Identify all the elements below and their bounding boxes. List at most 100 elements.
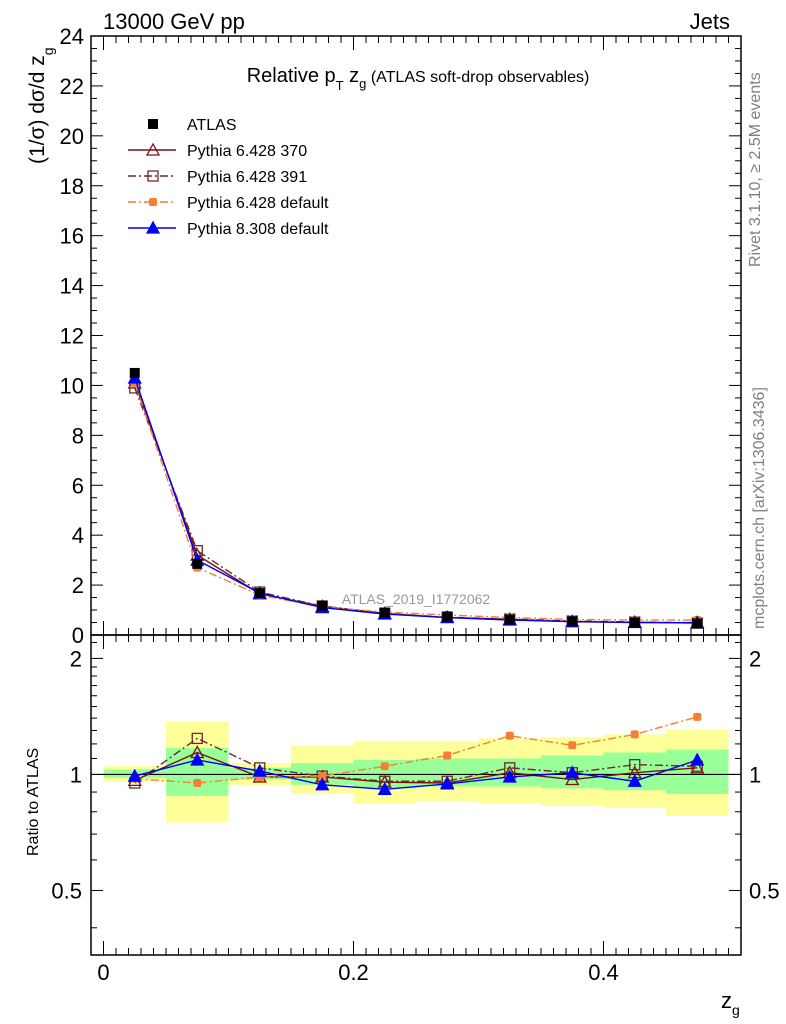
- process-label: Jets: [690, 9, 730, 34]
- plot-title: Relative pT zg (ATLAS soft-drop observab…: [247, 65, 590, 93]
- analysis-watermark: ATLAS_2019_I1772062: [342, 591, 491, 607]
- ratio-tick-label-right: 1: [749, 762, 761, 787]
- x-axis-label-sub: g: [732, 1002, 740, 1018]
- legend-item-data: ATLAS: [148, 117, 237, 134]
- y-axis-label-main: (1/σ) dσ/d z: [26, 55, 49, 164]
- legend-label: Pythia 8.308 default: [187, 221, 329, 238]
- legend-marker: [145, 220, 161, 234]
- x-tick-label: 0.2: [338, 960, 369, 985]
- ratio-tick-label-left: 2: [70, 646, 82, 671]
- y-tick-label: 22: [60, 74, 84, 99]
- ratio-point-pythia-8-308-default-3: [315, 777, 330, 791]
- energy-label: 13000 GeV pp: [103, 9, 245, 34]
- ratio-point-pythia-6-428-default-4: [380, 762, 389, 771]
- legend-marker-data: [148, 119, 158, 129]
- ratio-point-pythia-8-308-default-4: [377, 781, 392, 795]
- data-point-6: [504, 614, 515, 625]
- series-line-pythia-8-308-default: [134, 377, 698, 624]
- main-panel: ATLAS_2019_I1772062: [127, 367, 705, 629]
- y-tick-label: 24: [60, 24, 84, 49]
- ratio-point-pythia-6-428-370-9: [690, 760, 705, 774]
- y-tick-label: 18: [60, 174, 84, 199]
- legend-marker: [149, 198, 157, 206]
- ratio-point-pythia-6-428-370-7: [565, 772, 580, 786]
- legend-item-pythia-6-428-370: Pythia 6.428 370: [128, 142, 307, 160]
- data-point-9: [692, 618, 703, 629]
- ratio-tick-label-left: 0.5: [51, 878, 82, 903]
- plot-title-sub-t: T: [336, 78, 344, 93]
- x-tick-label: 0.4: [588, 960, 619, 985]
- y-tick-label: 16: [60, 224, 84, 249]
- plot-title-main: Relative p: [247, 65, 336, 87]
- ratio-tick-label-left: 1: [70, 762, 82, 787]
- y-tick-label: 6: [72, 473, 84, 498]
- ratio-point-pythia-6-428-391-1: [191, 732, 203, 745]
- ratio-point-pythia-8-308-default-6: [502, 769, 517, 783]
- data-point-8: [629, 617, 640, 628]
- ratio-point-pythia-8-308-default-0: [127, 768, 142, 782]
- series-line-pythia-6-428-391: [134, 387, 698, 624]
- legend-label: Pythia 6.428 default: [187, 195, 329, 212]
- legend-label: Pythia 6.428 391: [187, 169, 307, 186]
- ratio-point-pythia-6-428-default-1: [193, 779, 202, 788]
- mcplots-label: mcplots.cern.ch [arXiv:1306.3436]: [751, 387, 768, 629]
- y-tick-label: 2: [72, 573, 84, 598]
- y-tick-label: 4: [72, 523, 84, 548]
- ratio-panel: [127, 712, 705, 795]
- ratio-point-pythia-8-308-default-7: [565, 765, 580, 779]
- y-tick-label: 12: [60, 324, 84, 349]
- legend-item-pythia-8-308-default: Pythia 8.308 default: [128, 220, 329, 238]
- y-tick-label: 20: [60, 124, 84, 149]
- y-axis-label-sub: g: [40, 47, 56, 55]
- legend-label: Pythia 6.428 370: [187, 143, 307, 160]
- ratio-point-pythia-6-428-391-8: [629, 759, 641, 771]
- ratio-line-pythia-6-428-370: [134, 751, 698, 784]
- ratio-point-pythia-6-428-default-5: [443, 751, 452, 760]
- ratio-tick-label-right: 2: [749, 646, 761, 671]
- ratio-point-pythia-6-428-default-9: [693, 712, 702, 721]
- data-point-5: [442, 611, 453, 622]
- legend-label: ATLAS: [187, 117, 237, 134]
- ratio-point-pythia-8-308-default-9: [690, 752, 705, 766]
- series-line-pythia-6-428-default: [134, 382, 698, 621]
- y-axis-label: (1/σ) dσ/d zg: [26, 47, 56, 164]
- ratio-line-pythia-6-428-391: [134, 737, 698, 784]
- ratio-point-pythia-6-428-default-6: [505, 731, 514, 740]
- ratio-point-pythia-6-428-default-7: [568, 741, 577, 750]
- data-point-3: [317, 600, 328, 611]
- y-tick-label: 14: [60, 274, 84, 299]
- series-line-pythia-6-428-370: [134, 382, 698, 624]
- ratio-line-pythia-8-308-default: [134, 759, 698, 790]
- legend-item-pythia-6-428-default: Pythia 6.428 default: [128, 195, 329, 212]
- legend: ATLAS Pythia 6.428 370 Pythia 6.428 391 Pyt…: [128, 117, 329, 238]
- x-axis-label-main: z: [721, 988, 732, 1013]
- y-tick-label: 0: [72, 623, 84, 648]
- legend-item-pythia-6-428-391: Pythia 6.428 391: [128, 169, 307, 186]
- data-point-7: [567, 616, 578, 627]
- ratio-axis-label: Ratio to ATLAS: [25, 748, 42, 856]
- ratio-point-pythia-8-308-default-8: [627, 773, 642, 787]
- ratio-tick-label-right: 0.5: [749, 878, 780, 903]
- ratio-point-pythia-8-308-default-1: [190, 752, 205, 766]
- plot-title-z: z: [344, 65, 360, 87]
- ratio-point-pythia-8-308-default-2: [252, 763, 267, 777]
- legend-marker: [145, 142, 161, 156]
- data-point-2: [254, 588, 265, 599]
- x-tick-label: 0: [97, 960, 109, 985]
- y-tick-label: 8: [72, 423, 84, 448]
- ratio-line-pythia-6-428-default: [134, 716, 698, 784]
- y-tick-label: 10: [60, 373, 84, 398]
- data-point-1: [192, 558, 203, 569]
- x-axis-label: zg: [721, 988, 740, 1018]
- data-point-0: [129, 367, 140, 378]
- legend-marker: [147, 170, 159, 182]
- data-point-4: [379, 607, 390, 618]
- ratio-point-pythia-6-428-default-8: [630, 730, 639, 739]
- ratio-point-pythia-6-428-default-3: [318, 772, 327, 781]
- plot-title-paren: (ATLAS soft-drop observables): [366, 69, 589, 86]
- ratio-point-pythia-8-308-default-5: [440, 776, 455, 790]
- rivet-label: Rivet 3.1.10, ≥ 2.5M events: [747, 72, 764, 267]
- plot-title-sub-g: g: [359, 76, 366, 91]
